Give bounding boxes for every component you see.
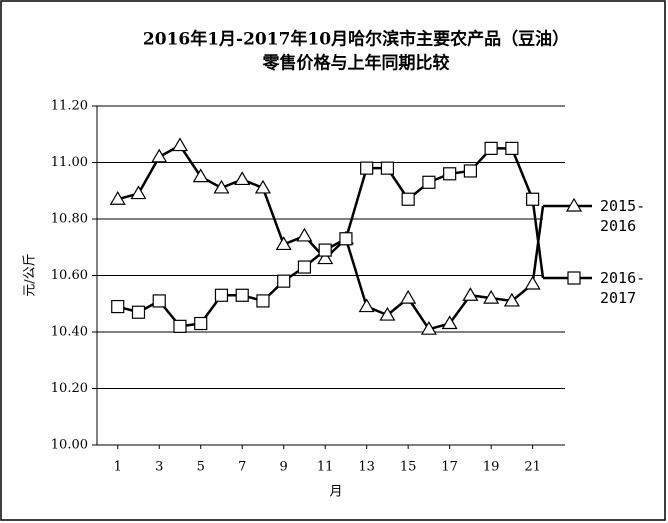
- marker: [463, 164, 477, 178]
- marker: [109, 191, 126, 205]
- marker: [379, 306, 396, 321]
- marker: [297, 260, 312, 274]
- marker: [443, 167, 457, 181]
- x-tick-label: 3: [155, 460, 163, 475]
- x-tick-label: 13: [358, 460, 375, 475]
- marker: [111, 299, 125, 314]
- x-tick-label: 15: [400, 460, 417, 475]
- y-tick-label: 10.80: [51, 212, 88, 227]
- marker: [131, 305, 146, 319]
- marker: [422, 175, 436, 189]
- marker: [171, 137, 189, 152]
- marker: [524, 275, 541, 290]
- marker: [151, 148, 168, 163]
- marker: [277, 274, 291, 288]
- marker: [317, 250, 334, 265]
- x-axis-label: 月: [329, 485, 342, 500]
- legend-marker: [567, 271, 581, 285]
- x-tick-label: 11: [317, 460, 334, 475]
- marker: [152, 294, 166, 308]
- marker: [213, 179, 230, 194]
- marker: [256, 294, 270, 308]
- marker: [358, 298, 375, 313]
- marker: [420, 320, 437, 335]
- x-tick-label: 19: [483, 460, 500, 475]
- marker: [339, 232, 353, 246]
- legend-label: 2015-2016: [600, 197, 646, 235]
- legend-connector: [531, 199, 545, 279]
- legend-marker: [565, 197, 583, 212]
- x-tick-label: 17: [441, 460, 458, 475]
- marker: [275, 236, 292, 251]
- marker: [505, 141, 519, 155]
- chart-title: 零售价格与上年同期比较: [262, 53, 450, 74]
- x-tick-label: 9: [280, 460, 288, 475]
- legend-label: 2016-2017: [600, 269, 646, 307]
- marker: [526, 192, 540, 206]
- marker: [483, 289, 500, 304]
- marker: [318, 243, 332, 257]
- marker: [462, 287, 479, 301]
- y-axis-label: 元/公斤: [23, 253, 38, 296]
- marker: [234, 171, 251, 186]
- marker: [130, 185, 147, 200]
- y-tick-label: 10.60: [51, 268, 88, 283]
- marker: [235, 288, 249, 302]
- marker: [503, 292, 520, 307]
- marker: [401, 192, 415, 206]
- x-tick-label: 21: [524, 460, 541, 475]
- x-tick-label: 5: [197, 460, 205, 475]
- marker: [192, 168, 209, 183]
- x-tick-label: 1: [114, 460, 122, 475]
- chart-title: 2016年1月-2017年10月哈尔滨市主要农产品（豆油）: [143, 29, 569, 50]
- y-tick-label: 11.20: [51, 99, 88, 114]
- y-tick-label: 11.00: [51, 155, 88, 170]
- x-tick-label: 7: [238, 460, 246, 475]
- y-tick-label: 10.00: [51, 438, 88, 453]
- marker: [380, 161, 395, 175]
- marker: [173, 319, 187, 333]
- marker: [360, 161, 374, 175]
- y-tick-label: 10.20: [51, 381, 88, 396]
- marker: [194, 316, 208, 331]
- y-tick-label: 10.40: [51, 325, 88, 340]
- marker: [400, 289, 417, 304]
- marker: [484, 141, 498, 155]
- marker: [441, 315, 458, 330]
- marker: [296, 227, 313, 242]
- marker: [214, 288, 229, 302]
- marker: [254, 179, 271, 194]
